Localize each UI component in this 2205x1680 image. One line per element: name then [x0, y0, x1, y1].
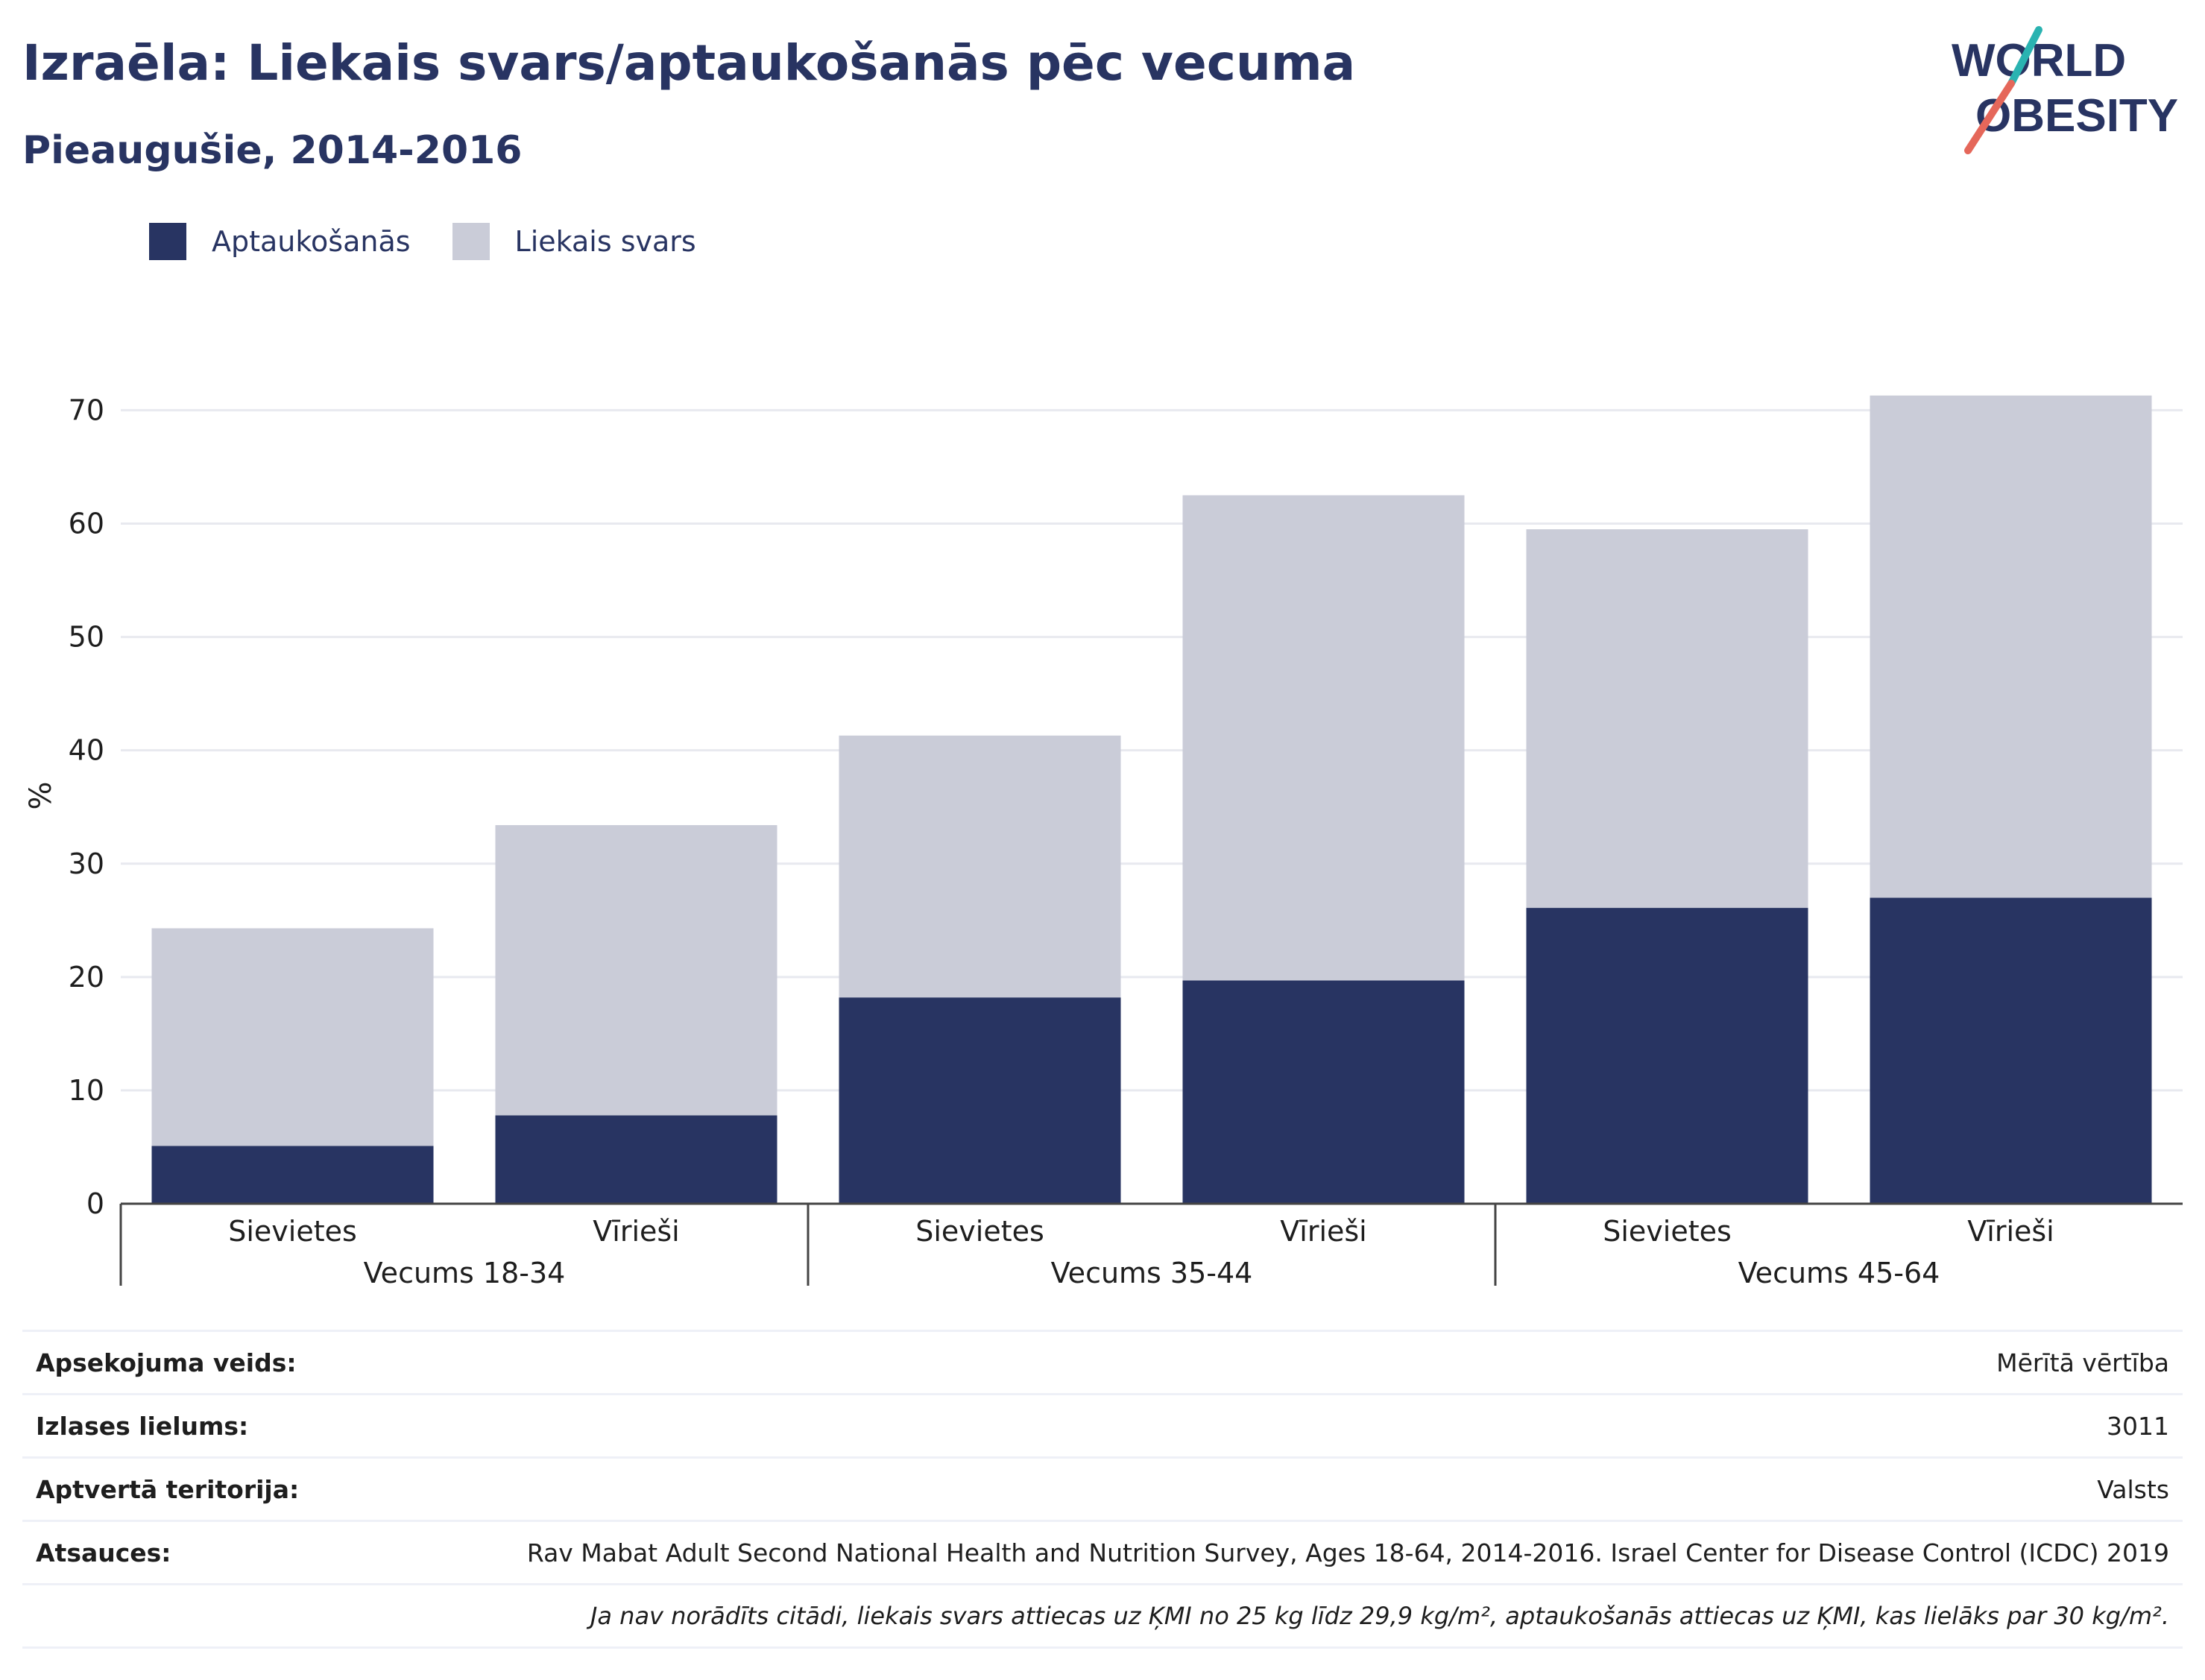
info-value: Valsts [2097, 1474, 2169, 1504]
x-group-label: Vecums 35-44 [1051, 1257, 1253, 1289]
legend-swatch-obesity [149, 223, 186, 260]
y-tick-label: 10 [69, 1074, 104, 1107]
legend-item-overweight: Liekais svars [452, 223, 696, 260]
y-tick-label: 60 [69, 508, 104, 540]
info-label: Apsekojuma veids: [36, 1348, 297, 1377]
bar-obesity [151, 1146, 434, 1204]
x-category-label: Vīrieši [1967, 1215, 2054, 1248]
x-category-label: Sievietes [228, 1215, 357, 1248]
bar-obesity [495, 1115, 777, 1204]
info-row-references: Atsauces: Rav Mabat Adult Second Nationa… [22, 1520, 2183, 1583]
legend: Aptaukošanās Liekais svars [149, 221, 738, 262]
bar-overweight [1526, 529, 1808, 909]
y-tick-label: 50 [69, 621, 104, 654]
bar-chart: 0 10 20 30 40 50 60 70% Sievietes Vīrieši Sieviete… [24, 394, 2183, 1289]
y-tick-label: 70 [69, 394, 104, 426]
info-value: Mērītā vērtība [1996, 1348, 2169, 1377]
logo-line1: WORLD [1952, 35, 2126, 86]
legend-swatch-overweight [452, 223, 490, 260]
legend-item-obesity: Aptaukošanās [149, 223, 411, 260]
bar-overweight [495, 825, 777, 1116]
info-table: Apsekojuma veids: Mērītā vērtība Izlases… [22, 1330, 2183, 1649]
info-label: Aptvertā teritorija: [36, 1474, 300, 1504]
y-tick-label: 0 [86, 1187, 104, 1220]
y-tick-label: 30 [69, 847, 104, 880]
logo-slash-coral [1964, 80, 2015, 154]
info-label: Atsauces: [36, 1538, 171, 1567]
logo-line2: OBESITY [1975, 90, 2178, 142]
bar-obesity [1526, 908, 1808, 1204]
bar-obesity [1870, 897, 2152, 1204]
y-tick-label: 40 [69, 734, 104, 767]
x-category-label: Vīrieši [1280, 1215, 1366, 1248]
bar-overweight [839, 735, 1121, 998]
info-row-sample-size: Izlases lielums: 3011 [22, 1393, 2183, 1456]
bar-obesity [1182, 980, 1465, 1204]
info-row-survey-type: Apsekojuma veids: Mērītā vērtība [22, 1330, 2183, 1393]
legend-label-overweight: Liekais svars [514, 225, 696, 258]
info-value: Rav Mabat Adult Second National Health a… [526, 1538, 2169, 1567]
x-group-label: Vecums 45-64 [1738, 1257, 1940, 1289]
world-obesity-logo: WORLD OBESITY [1952, 26, 2178, 154]
chart-title: Izraēla: Liekais svars/aptaukošanās pēc … [22, 34, 1356, 92]
info-label: Izlases lielums: [36, 1411, 249, 1441]
chart-subtitle: Pieaugušie, 2014-2016 [22, 128, 523, 173]
x-category-label: Sievietes [1603, 1215, 1732, 1248]
y-tick-label: 20 [69, 961, 104, 994]
footnote: Ja nav norādīts citādi, liekais svars at… [590, 1602, 2169, 1630]
x-category-label: Vīrieši [593, 1215, 679, 1248]
logo-slash-teal [2007, 26, 2042, 87]
x-category-label: Sievietes [915, 1215, 1044, 1248]
bar-overweight [151, 928, 434, 1146]
info-row-area-covered: Aptvertā teritorija: Valsts [22, 1456, 2183, 1520]
info-row-note: Ja nav norādīts citādi, liekais svars at… [22, 1583, 2183, 1649]
bar-overweight [1870, 395, 2152, 898]
bar-obesity [839, 997, 1121, 1204]
bar-overweight [1182, 495, 1465, 981]
legend-label-obesity: Aptaukošanās [212, 225, 411, 258]
x-group-label: Vecums 18-34 [364, 1257, 566, 1289]
y-axis-label: % [24, 781, 58, 809]
info-value: 3011 [2107, 1411, 2169, 1441]
